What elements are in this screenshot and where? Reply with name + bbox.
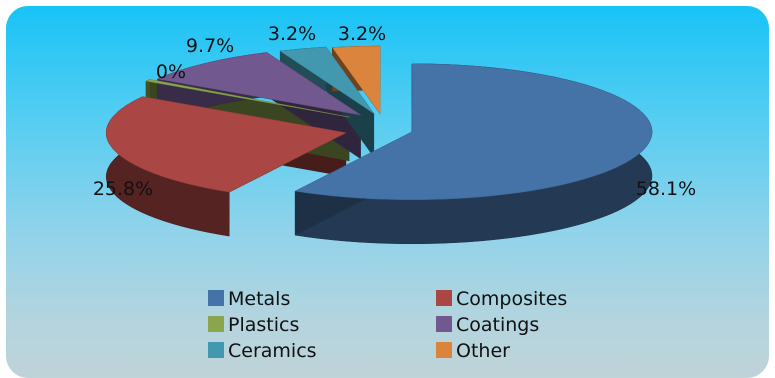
legend-label-coatings: Coatings — [456, 314, 539, 336]
data-label-ceramics: 3.2% — [268, 23, 316, 45]
legend-label-plastics: Plastics — [228, 314, 299, 336]
legend-swatch-plastics — [208, 316, 224, 332]
data-label-composites: 25.8% — [93, 178, 153, 200]
legend-swatch-metals — [208, 290, 224, 306]
pie-slice-plastics[interactable] — [145, 79, 350, 118]
pie-slice-other[interactable] — [331, 45, 381, 115]
legend-swatch-composites — [436, 290, 452, 306]
data-label-metals: 58.1% — [636, 178, 696, 200]
pie-chart: 58.1% 25.8% 0%9.7% 3.2% 3.2% Metals Composite… — [93, 23, 696, 361]
data-label-other: 3.2% — [338, 23, 386, 45]
legend-label-ceramics: Ceramics — [228, 340, 317, 361]
legend-swatch-other — [436, 342, 452, 358]
legend-swatch-coatings — [436, 316, 452, 332]
data-label-coatings: 9.7% — [186, 35, 234, 57]
legend-label-composites: Composites — [456, 288, 567, 310]
pie-slice-ceramics[interactable] — [279, 46, 375, 114]
legend-swatch-ceramics — [208, 342, 224, 358]
legend-label-other: Other — [456, 340, 510, 361]
data-label-plastics: 0% — [156, 61, 186, 83]
pie-slice-composites[interactable] — [105, 96, 347, 193]
pie-slice-coatings[interactable] — [156, 52, 362, 116]
legend-label-metals: Metals — [228, 288, 290, 310]
pie-slice-metals[interactable] — [294, 63, 653, 201]
